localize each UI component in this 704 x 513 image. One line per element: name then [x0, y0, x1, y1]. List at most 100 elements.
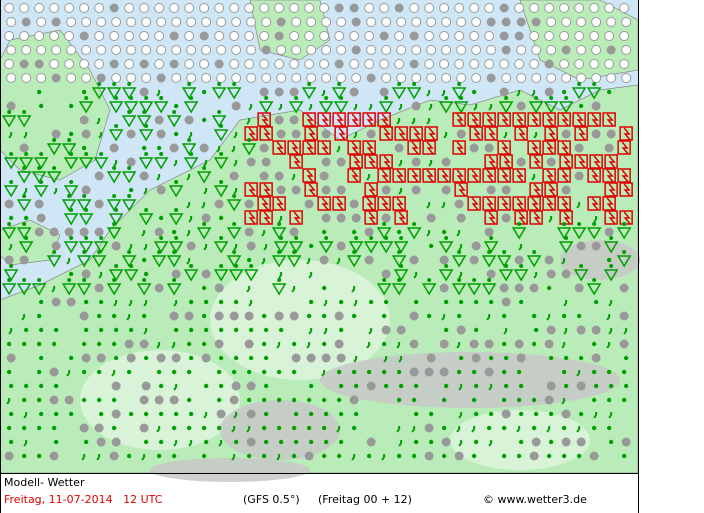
drizzle-symbol	[428, 160, 433, 167]
rain-symbol	[531, 313, 537, 319]
cloud-symbol	[501, 45, 511, 55]
cloud-symbol	[321, 353, 331, 363]
thunder-symbol	[602, 112, 616, 127]
cloud-symbol	[304, 199, 314, 209]
cloud-symbol	[621, 73, 632, 83]
cloud-symbol	[574, 283, 584, 293]
cloud-symbol	[64, 3, 75, 13]
shower-symbol	[114, 124, 119, 128]
cloud-symbol	[364, 3, 375, 13]
shower-symbol	[112, 222, 117, 226]
shower-symbol	[138, 157, 154, 170]
rain-symbol	[623, 383, 629, 389]
thunder-symbol	[591, 113, 599, 127]
rain-symbol	[233, 327, 239, 333]
drizzle-symbol	[323, 328, 328, 335]
drizzle-symbol	[188, 216, 193, 223]
drizzle-symbol	[23, 412, 28, 419]
drizzle-symbol	[141, 230, 146, 237]
shower-symbol	[391, 87, 407, 100]
thunder-symbol	[452, 112, 466, 127]
thunder-symbol	[619, 182, 633, 197]
rain-symbol	[83, 439, 89, 445]
shower-symbol	[63, 185, 79, 198]
thunder-symbol	[338, 127, 346, 141]
rain-symbol	[606, 257, 612, 263]
thunder-symbol	[531, 197, 539, 211]
shower-symbol	[76, 199, 92, 212]
shower-symbol	[241, 143, 257, 156]
rain-symbol	[111, 341, 117, 347]
shower-symbol	[112, 194, 117, 198]
cloud-symbol	[394, 31, 405, 41]
cloud-symbol	[426, 45, 437, 55]
shower-symbol	[363, 241, 379, 254]
rain-symbol	[173, 327, 179, 333]
cloud-symbol	[424, 367, 434, 377]
rain-symbol	[141, 257, 147, 263]
drizzle-symbol	[396, 118, 401, 125]
drizzle-symbol	[336, 258, 341, 265]
cloud-symbol	[396, 325, 406, 335]
cloud-symbol	[426, 213, 436, 223]
cloud-symbol	[6, 17, 17, 27]
thunder-symbol	[244, 182, 258, 197]
drizzle-symbol	[113, 160, 118, 167]
drizzle-symbol	[353, 356, 358, 363]
cloud-symbol	[514, 339, 524, 349]
rain-symbol	[171, 425, 177, 431]
thunder-symbol	[467, 168, 481, 183]
rain-symbol	[38, 355, 44, 361]
rain-symbol	[233, 439, 239, 445]
drizzle-symbol	[561, 342, 566, 349]
shower-symbol	[52, 250, 57, 254]
thunder-symbol	[347, 140, 361, 155]
drizzle-symbol	[396, 426, 401, 433]
cloud-symbol	[109, 3, 119, 13]
cloud-symbol	[454, 451, 464, 461]
shower-symbol	[136, 283, 152, 296]
rain-symbol	[531, 425, 537, 431]
thunder-symbol	[561, 141, 569, 155]
shower-symbol	[378, 241, 394, 254]
cloud-symbol	[561, 129, 571, 139]
cloud-symbol	[531, 45, 542, 55]
rain-symbol	[411, 397, 417, 403]
rain-symbol	[53, 327, 59, 333]
drizzle-symbol	[336, 146, 341, 153]
shower-symbol	[616, 227, 632, 240]
cloud-symbol	[336, 45, 347, 55]
cloud-symbol	[229, 59, 240, 69]
rain-symbol	[201, 425, 207, 431]
shower-symbol	[121, 255, 137, 268]
rain-symbol	[471, 369, 477, 375]
rain-symbol	[338, 327, 344, 333]
thunder-symbol	[623, 127, 631, 141]
rain-symbol	[411, 453, 417, 459]
cloud-symbol	[231, 101, 241, 111]
drizzle-symbol	[398, 356, 403, 363]
cloud-symbol	[606, 45, 616, 55]
thunder-symbol	[587, 196, 601, 211]
shower-symbol	[46, 143, 62, 156]
cloud-symbol	[501, 185, 511, 195]
shower-symbol	[556, 227, 572, 240]
thunder-symbol	[377, 168, 391, 183]
cloud-symbol	[156, 45, 167, 55]
rain-symbol	[36, 313, 42, 319]
thunder-symbol	[368, 211, 376, 225]
cloud-symbol	[574, 59, 585, 69]
shower-symbol	[69, 236, 74, 240]
cloud-symbol	[366, 381, 376, 391]
range-label: (Freitag 00 + 12)	[318, 493, 412, 506]
drizzle-symbol	[533, 132, 538, 139]
drizzle-symbol	[533, 272, 538, 279]
shower-symbol	[172, 110, 177, 114]
rain-symbol	[233, 355, 239, 361]
shower-symbol	[243, 269, 259, 282]
shower-symbol	[16, 199, 32, 212]
thunder-symbol	[394, 210, 408, 225]
cloud-symbol	[276, 73, 287, 83]
rain-symbol	[561, 313, 567, 319]
cloud-symbol	[439, 339, 449, 349]
